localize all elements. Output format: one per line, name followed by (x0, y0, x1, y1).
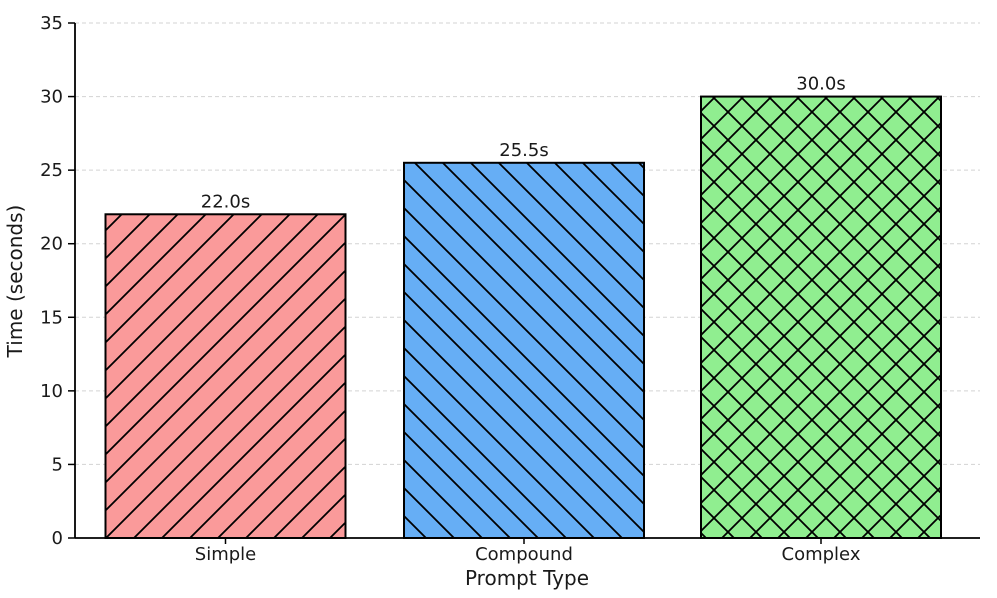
y-tick-label-10: 10 (40, 381, 63, 402)
y-axis-label: Time (seconds) (3, 205, 27, 359)
ticks (68, 22, 822, 544)
x-tick-label-simple: Simple (195, 544, 256, 565)
bar-simple (104, 213, 347, 540)
bar-value-label-complex: 30.0s (796, 74, 845, 95)
x-tick-label-compound: Compound (475, 544, 573, 565)
bars (104, 95, 942, 540)
bar-value-label-simple: 22.0s (201, 191, 250, 212)
y-tick-label-15: 15 (40, 307, 63, 328)
labels: 0 5 10 15 20 25 30 35 Simple Compound Complex 22.0s… (40, 13, 861, 565)
x-axis-label: Prompt Type (465, 566, 589, 590)
bar-compound (403, 161, 645, 540)
y-tick-label-25: 25 (40, 160, 63, 181)
y-tick-label-30: 30 (40, 87, 63, 108)
y-tick-label-35: 35 (40, 13, 63, 34)
bar-complex (700, 95, 942, 539)
y-tick-label-5: 5 (52, 454, 63, 475)
y-tick-label-0: 0 (52, 528, 63, 549)
bar-value-label-compound: 25.5s (499, 140, 548, 161)
x-tick-label-complex: Complex (782, 544, 861, 565)
y-tick-label-20: 20 (40, 234, 63, 255)
